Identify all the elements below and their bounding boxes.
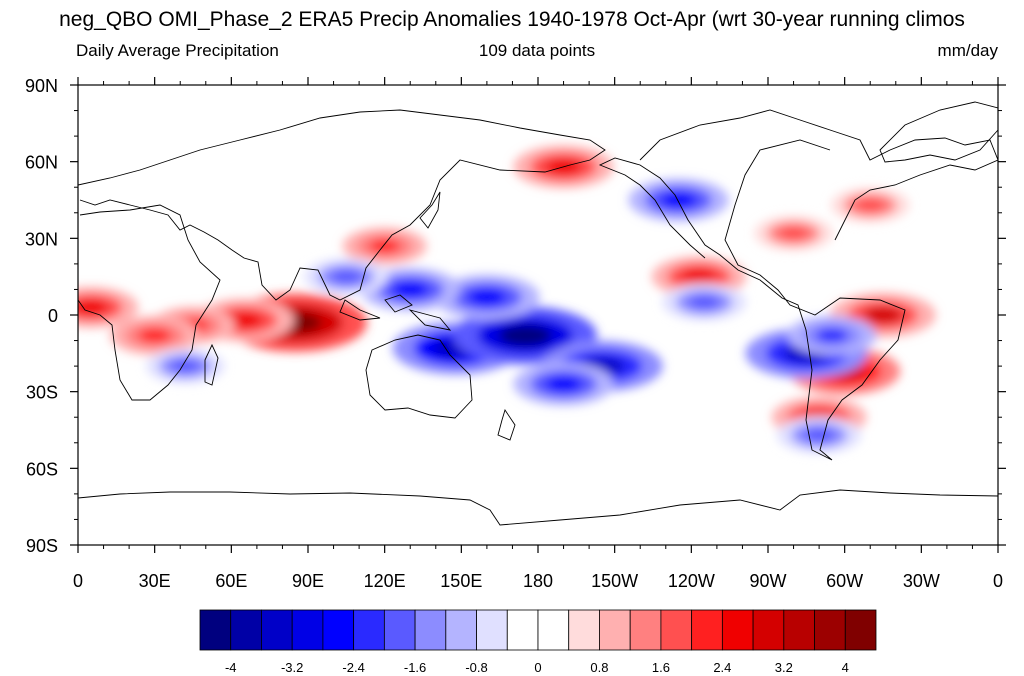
colorbar-swatch xyxy=(568,609,600,651)
coastlines xyxy=(78,101,998,526)
x-tick-label: 60W xyxy=(826,571,863,591)
colorbar: -4 -3.2 -2.4 -1.6 -0.8 0 0.8 1.6 2.4 3.2 4 xyxy=(199,609,877,675)
colorbar-tick-label: 3.2 xyxy=(775,660,793,675)
anomaly-core-5 xyxy=(369,239,401,253)
colorbar-swatch xyxy=(506,609,539,651)
x-tick-label: 120W xyxy=(668,571,715,591)
colorbar-swatch xyxy=(291,609,324,651)
x-tick-label: 90E xyxy=(292,571,324,591)
colorbar-swatch xyxy=(199,609,232,651)
x-tick-label: 120E xyxy=(364,571,406,591)
colorbar-tick-label: 2.4 xyxy=(713,660,731,675)
colorbar-swatch xyxy=(445,609,477,651)
anomaly-core-10 xyxy=(863,306,903,324)
x-tick-label: 0 xyxy=(993,571,1003,591)
colorbar-tick-label: 4 xyxy=(842,660,849,675)
colorbar-swatch xyxy=(537,609,570,651)
coastline-australia xyxy=(365,334,473,419)
subtitle-left: Daily Average Precipitation xyxy=(76,41,279,60)
colorbar-swatch xyxy=(783,609,815,651)
colorbar-swatch xyxy=(599,609,631,651)
colorbar-swatch xyxy=(844,609,877,651)
colorbar-swatch xyxy=(353,609,385,651)
units-label: mm/day xyxy=(938,41,999,60)
colorbar-tick-label: -1.6 xyxy=(404,660,426,675)
colorbar-swatch xyxy=(660,609,693,651)
anomaly-core-9 xyxy=(855,198,885,212)
colorbar-swatch xyxy=(383,609,416,651)
x-tick-label: 60E xyxy=(215,571,247,591)
anomaly-core-23 xyxy=(330,269,362,284)
anomaly-core-25 xyxy=(803,428,835,442)
colorbar-swatch xyxy=(261,609,293,651)
coastline-madagascar xyxy=(204,343,219,386)
anomaly-core-15 xyxy=(467,288,507,306)
anomaly-core-22 xyxy=(660,192,697,208)
colorbar-tick-label: 0.8 xyxy=(590,660,608,675)
y-tick-label: 90N xyxy=(25,76,58,96)
colorbar-swatch xyxy=(814,609,846,651)
anomaly-core-1 xyxy=(225,312,263,328)
x-axis: 0 30E 60E 90E 120E 150E 180 150W 120W 90W 60W 30W 0 xyxy=(73,77,1003,591)
coastline-eurasia xyxy=(78,109,606,301)
colorbar-swatch xyxy=(322,609,355,651)
y-tick-label: 30N xyxy=(25,229,58,249)
coastline-japan xyxy=(419,191,441,229)
x-tick-label: 180 xyxy=(523,571,553,591)
colorbar-tick-label: -0.8 xyxy=(465,660,487,675)
colorbar-tick-label: -4 xyxy=(225,660,237,675)
subtitle-center: 109 data points xyxy=(479,41,595,60)
map-plot-area: 0 30E 60E 90E 120E 150E 180 150W 120W 90W 60W 30W 0 … xyxy=(25,76,1006,591)
chart-title: neg_QBO OMI_Phase_2 ERA5 Precip Anomalie… xyxy=(59,8,965,31)
x-tick-label: 150W xyxy=(591,571,638,591)
anomaly-core-8 xyxy=(779,226,808,240)
coastline-africa xyxy=(78,204,221,401)
anomaly-core-21 xyxy=(815,328,849,343)
anomaly-core-18 xyxy=(545,376,582,392)
colorbar-swatch xyxy=(230,609,262,651)
anomaly-core-3 xyxy=(138,328,172,343)
colorbar-tick-label: -2.4 xyxy=(342,660,364,675)
colorbar-tick-label: 1.6 xyxy=(652,660,670,675)
x-tick-label: 30E xyxy=(139,571,171,591)
x-tick-label: 0 xyxy=(73,571,83,591)
colorbar-swatch xyxy=(629,609,662,651)
coastline-americas xyxy=(598,139,906,461)
anomaly-core-7 xyxy=(681,269,717,285)
anomaly-core-19 xyxy=(688,295,720,310)
x-tick-label: 90W xyxy=(749,571,786,591)
coastline-new-zealand xyxy=(497,408,516,441)
y-tick-label: 90S xyxy=(26,536,58,556)
colorbar-swatch xyxy=(476,609,508,651)
anomaly-core-24 xyxy=(170,359,200,373)
colorbar-tick-label: 0 xyxy=(534,660,541,675)
coastline-north-america-arctic xyxy=(639,109,998,241)
y-tick-label: 30S xyxy=(26,383,58,403)
colorbar-swatch xyxy=(691,609,723,651)
coastline-antarctica xyxy=(78,489,998,526)
y-axis: 90N 60N 30N 0 30S 60S 90S xyxy=(25,76,1006,556)
colorbar-tick-label: -3.2 xyxy=(281,660,303,675)
anomaly-core-4 xyxy=(78,299,109,315)
y-tick-label: 60S xyxy=(26,459,58,479)
x-tick-label: 30W xyxy=(903,571,940,591)
anomaly-core-14 xyxy=(498,324,552,347)
coastline-indonesia xyxy=(339,294,452,331)
y-tick-label: 0 xyxy=(48,306,58,326)
colorbar-swatch xyxy=(752,609,785,651)
coastline-greenland xyxy=(879,101,998,163)
colorbar-swatch xyxy=(721,609,754,651)
y-tick-label: 60N xyxy=(25,153,58,173)
x-tick-label: 150E xyxy=(440,571,482,591)
colorbar-swatch xyxy=(414,609,447,651)
anomaly-core-16 xyxy=(391,281,429,298)
